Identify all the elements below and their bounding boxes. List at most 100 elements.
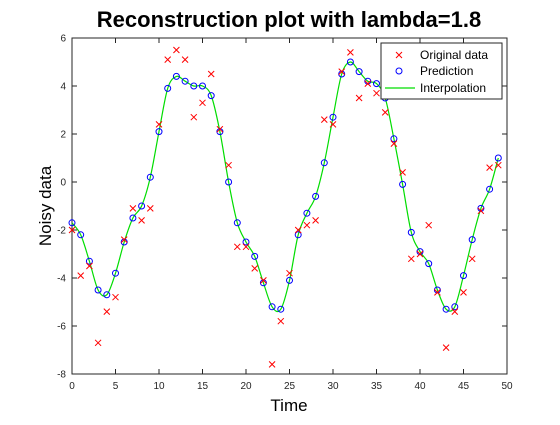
y-axis-label: Noisy data [36, 165, 55, 246]
original-data-point [381, 109, 389, 116]
y-tick-label: 6 [60, 34, 66, 45]
y-tick-label: 4 [60, 82, 66, 93]
y-tick-label: -8 [57, 370, 66, 381]
original-data-point [286, 269, 293, 277]
x-tick-label: 50 [501, 381, 513, 392]
original-data-point [373, 89, 380, 97]
original-data-point [173, 46, 180, 54]
x-tick-label: 0 [69, 381, 75, 392]
prediction-point [277, 305, 285, 313]
series-interpolation-line [71, 61, 499, 313]
legend: Original data Prediction Interpolation [380, 42, 503, 100]
original-data-point [164, 56, 172, 63]
prediction-point [451, 303, 459, 311]
prediction-point [399, 180, 407, 188]
prediction-point [494, 154, 502, 162]
original-data-point [399, 169, 406, 176]
original-data-point [86, 262, 93, 270]
prediction-point [460, 272, 467, 280]
prediction-point [486, 185, 494, 193]
original-data-point [251, 265, 259, 272]
original-data-point [260, 277, 267, 284]
original-data-point [146, 205, 154, 212]
original-data-point [416, 250, 424, 258]
original-data-point [442, 344, 450, 351]
x-tick-label: 40 [414, 381, 426, 392]
prediction-point [294, 231, 302, 239]
original-data-point [242, 243, 250, 251]
original-data-point [347, 49, 354, 56]
original-data-point [77, 272, 85, 279]
original-data-point [225, 161, 232, 169]
prediction-point [94, 286, 102, 294]
x-tick-label: 15 [197, 381, 209, 392]
original-data-point [216, 125, 224, 133]
original-data-point [138, 217, 145, 224]
prediction-point [164, 84, 172, 92]
y-tick-label: -2 [57, 226, 66, 237]
prediction-point [85, 257, 93, 265]
prediction-point [68, 219, 76, 227]
prediction-point [373, 80, 380, 88]
original-data-point [390, 140, 398, 147]
x-tick-label: 5 [113, 381, 119, 392]
prediction-point [77, 231, 85, 239]
axes: 0 5 10 15 20 25 30 35 40 45 50 -8 -6 -4 -2 0 2 4 6 [57, 34, 513, 393]
prediction-point [390, 135, 398, 143]
y-tick-label: 0 [60, 178, 66, 189]
original-data-point [338, 68, 346, 75]
prediction-point [468, 236, 476, 244]
prediction-point [138, 202, 146, 210]
prediction-point [103, 291, 111, 299]
prediction-point [407, 228, 415, 236]
original-data-point [155, 121, 163, 128]
prediction-point [268, 303, 276, 311]
prediction-point [355, 68, 363, 76]
x-tick-label: 25 [284, 381, 296, 392]
legend-marker-original [395, 51, 403, 59]
original-data-point [268, 361, 276, 368]
prediction-point [442, 305, 450, 313]
prediction-point [286, 276, 293, 284]
original-data-point [329, 121, 337, 128]
original-data-point [451, 308, 459, 315]
original-data-point [94, 339, 102, 347]
prediction-point [329, 113, 337, 121]
prediction-point [233, 219, 241, 227]
original-data-point [207, 70, 215, 78]
chart-title: Reconstruction plot with lambda=1.8 [97, 7, 481, 32]
original-data-point [199, 99, 206, 107]
original-data-point [103, 308, 111, 315]
original-data-point [320, 116, 328, 123]
original-data-point [68, 226, 76, 234]
legend-label-interpolation: Interpolation [420, 81, 486, 95]
plot-area [68, 46, 502, 368]
original-data-point [468, 255, 476, 263]
original-data-point [303, 221, 311, 229]
legend-label-original: Original data [420, 48, 488, 62]
original-data-point [129, 205, 137, 212]
original-data-point [477, 207, 485, 215]
y-tick-label: -4 [57, 274, 66, 285]
y-tick-label: -6 [57, 322, 66, 333]
original-data-point [364, 80, 372, 87]
x-tick-label: 30 [327, 381, 339, 392]
y-tick-label: 2 [60, 130, 66, 141]
original-data-point [486, 164, 493, 171]
original-data-point [425, 221, 433, 229]
prediction-point [129, 214, 137, 222]
original-data-point [434, 289, 441, 296]
original-data-point [190, 113, 198, 121]
prediction-point [207, 92, 215, 100]
x-axis-label: Time [270, 396, 307, 415]
x-tick-label: 10 [153, 381, 165, 392]
prediction-point [303, 209, 311, 217]
original-data-point [494, 161, 502, 169]
prediction-point [199, 82, 206, 90]
prediction-point [172, 72, 180, 80]
x-tick-label: 35 [371, 381, 383, 392]
original-data-point [120, 236, 128, 243]
prediction-point [155, 128, 163, 136]
